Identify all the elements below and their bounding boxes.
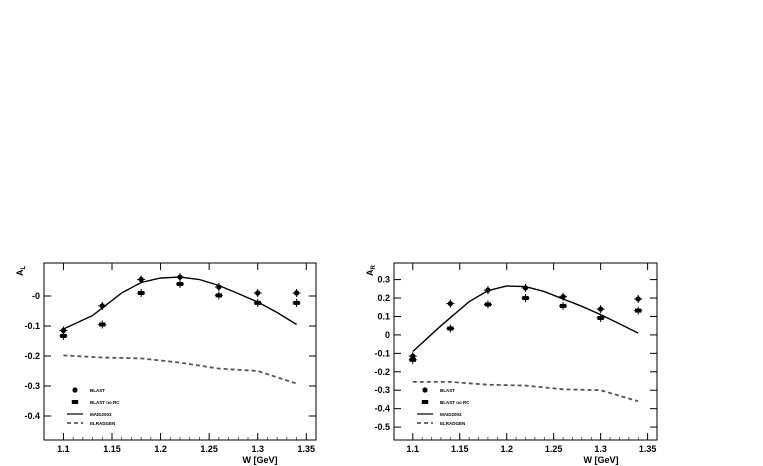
y-tick-label: -0 bbox=[32, 291, 40, 301]
legend-label-blast-no-rc: BLAST no RC bbox=[440, 400, 470, 405]
panel-left-AL: 1.1 1.15 1.2 1.25 1.3 1.35 -0 -0.1 -0.2 -0.3 -0.4 W… bbox=[15, 262, 317, 465]
legend-swatch-blast-no-rc bbox=[71, 400, 79, 404]
point-marker-circle bbox=[60, 327, 67, 334]
legend-label-blast-no-rc: BLAST no RC bbox=[90, 400, 120, 405]
legend-label-maid2003: MAID2003 bbox=[90, 412, 112, 417]
legend-swatch-blast bbox=[422, 387, 428, 393]
point-marker-square bbox=[635, 308, 642, 313]
legend-swatch-blast bbox=[72, 387, 78, 393]
y-axis-label-subscript: R bbox=[371, 265, 377, 270]
x-axis-label: W [GeV] bbox=[584, 455, 619, 465]
point-marker-circle bbox=[138, 276, 144, 283]
y-tick-label: -0.1 bbox=[374, 348, 390, 358]
point-marker-circle bbox=[255, 290, 261, 296]
point-marker-square bbox=[254, 300, 261, 305]
y-tick-label: 0.3 bbox=[377, 275, 390, 285]
legend-label-elradgen: ELRADGEN bbox=[90, 421, 115, 426]
y-tick-label: 0.1 bbox=[377, 311, 390, 321]
x-tick-label: 1.35 bbox=[639, 444, 657, 454]
data-point-blast-no-rc bbox=[176, 280, 184, 288]
y-tick-label: 0.2 bbox=[377, 293, 390, 303]
y-axis-label: AL bbox=[15, 266, 27, 277]
legend-label-blast: BLAST bbox=[440, 388, 455, 393]
x-tick-label: 1.2 bbox=[154, 444, 167, 454]
data-point-blast-no-rc bbox=[446, 324, 455, 333]
point-marker-square bbox=[137, 291, 145, 295]
data-point-blast-no-rc bbox=[521, 294, 530, 303]
point-marker-circle bbox=[293, 290, 300, 296]
y-tick-label: -0.2 bbox=[24, 351, 40, 361]
x-tick-label: 1.15 bbox=[451, 444, 469, 454]
y-tick-label: -0.3 bbox=[374, 385, 390, 395]
legend-label-maid2003: MAID2003 bbox=[440, 412, 462, 417]
series-line-elradgen bbox=[412, 381, 639, 403]
point-marker-square bbox=[409, 357, 416, 362]
point-marker-square bbox=[293, 300, 300, 305]
point-marker-square bbox=[597, 315, 604, 320]
legend: BLAST BLAST no RC MAID2003 ELRADGEN bbox=[67, 387, 120, 426]
series-line-maid2003 bbox=[412, 285, 639, 353]
data-point-blast bbox=[596, 305, 605, 314]
point-marker-square bbox=[522, 296, 529, 301]
data-point-blast-no-rc bbox=[59, 331, 68, 340]
series-line-maid2003 bbox=[63, 276, 297, 330]
x-tick-label: 1.25 bbox=[200, 444, 218, 454]
x-tick-label: 1.15 bbox=[103, 444, 121, 454]
x-axis-label: W [GeV] bbox=[243, 455, 278, 465]
point-marker-square bbox=[484, 302, 492, 307]
point-marker-square bbox=[176, 282, 184, 286]
data-point-blast-no-rc bbox=[137, 289, 146, 297]
y-tick-label: -0.4 bbox=[374, 404, 390, 414]
data-point-blast-no-rc bbox=[292, 298, 301, 307]
legend-label-blast: BLAST bbox=[90, 388, 105, 393]
data-point-blast-no-rc bbox=[559, 301, 568, 310]
y-axis-label-subscript: L bbox=[21, 266, 27, 270]
data-point-blast-no-rc bbox=[483, 300, 492, 309]
data-point-blast-no-rc bbox=[408, 355, 417, 364]
y-tick-label: -0.1 bbox=[24, 321, 40, 331]
data-point-blast bbox=[634, 294, 643, 303]
series-line-elradgen bbox=[63, 354, 297, 385]
point-marker-circle bbox=[635, 296, 641, 302]
y-tick-label: -0.5 bbox=[374, 422, 390, 432]
point-marker-square bbox=[60, 333, 67, 338]
point-marker-square bbox=[559, 303, 567, 308]
data-point-blast-no-rc bbox=[214, 291, 223, 300]
y-tick-label: 0 bbox=[385, 330, 390, 340]
x-tick-label: 1.3 bbox=[251, 444, 264, 454]
x-tick-label: 1.25 bbox=[545, 444, 563, 454]
y-tick-label: -0.4 bbox=[24, 411, 40, 421]
panel-right-AR: 1.1 1.15 1.2 1.25 1.3 1.35 0.3 0.2 0.1 0 -0.1 -0.2 -… bbox=[365, 262, 658, 465]
legend-label-elradgen: ELRADGEN bbox=[440, 421, 465, 426]
point-marker-square bbox=[447, 326, 454, 331]
data-point-blast bbox=[292, 289, 301, 297]
data-point-blast bbox=[253, 289, 262, 297]
point-marker-circle bbox=[447, 300, 453, 307]
x-tick-label: 1.1 bbox=[57, 444, 70, 454]
x-tick-label: 1.35 bbox=[298, 444, 316, 454]
point-marker-circle bbox=[598, 306, 604, 312]
y-axis-label: AR bbox=[365, 265, 377, 277]
legend-swatch-blast-no-rc bbox=[421, 400, 429, 404]
y-tick-label: -0.3 bbox=[24, 381, 40, 391]
y-tick-label: -0.2 bbox=[374, 367, 390, 377]
plot-frame bbox=[43, 262, 317, 441]
x-tick-label: 1.1 bbox=[407, 444, 420, 454]
point-marker-square bbox=[215, 293, 223, 298]
data-point-blast bbox=[446, 299, 455, 308]
data-point-blast-no-rc bbox=[98, 320, 107, 329]
legend: BLAST BLAST no RC MAID2003 ELRADGEN bbox=[417, 387, 470, 426]
point-marker-square bbox=[99, 322, 106, 327]
data-point-blast bbox=[59, 326, 68, 335]
data-point-blast-no-rc bbox=[634, 306, 643, 315]
x-tick-label: 1.2 bbox=[500, 444, 513, 454]
x-tick-label: 1.3 bbox=[594, 444, 607, 454]
